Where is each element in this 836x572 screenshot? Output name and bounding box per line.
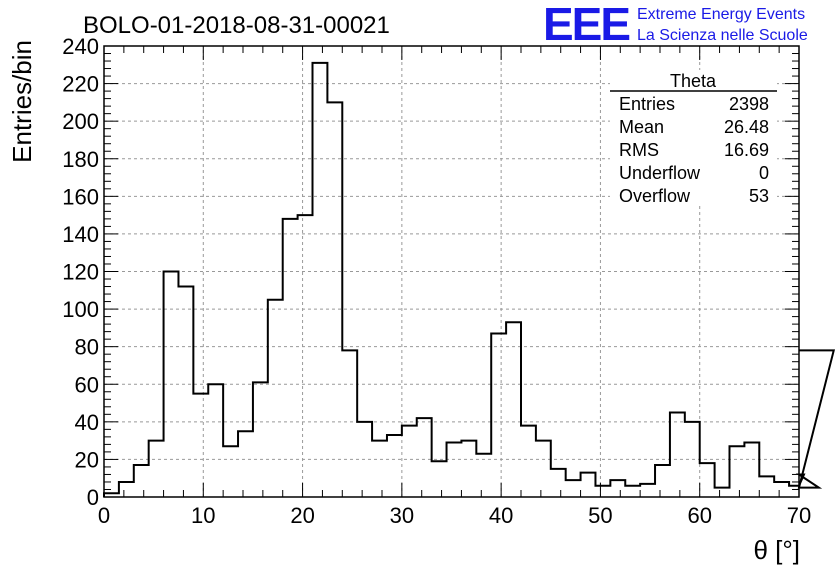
y-tick-label: 40: [75, 410, 99, 435]
histogram-bin: [342, 350, 357, 497]
histogram-bin: [655, 465, 670, 497]
histogram-bin: [253, 382, 268, 497]
histogram-bin: [387, 435, 402, 497]
histogram-bin: [134, 465, 149, 497]
histogram-bin: [506, 322, 521, 497]
stats-rows: Entries 2398 Mean 26.48 RMS 16.69 Underflow 0 Ov…: [619, 94, 769, 206]
y-tick-label: 240: [62, 34, 99, 59]
stats-row-label: RMS: [619, 140, 659, 160]
histogram-bin: [313, 63, 328, 497]
x-tick-label: 40: [489, 503, 513, 528]
stats-row-value: 26.48: [724, 117, 769, 137]
x-tick-label: 70: [787, 503, 811, 528]
y-tick-label: 200: [62, 109, 99, 134]
histogram-bin: [223, 446, 238, 497]
histogram-bin: [178, 287, 193, 497]
y-tick-label: 220: [62, 72, 99, 97]
x-tick-label: 0: [98, 503, 110, 528]
x-axis-label: θ [°]: [753, 535, 800, 565]
stats-row-label: Entries: [619, 94, 675, 114]
histogram-bin: [402, 426, 417, 497]
histogram-bin: [208, 384, 223, 497]
histogram-bin: [521, 426, 536, 497]
y-tick-label: 160: [62, 184, 99, 209]
histogram-series: [103, 61, 836, 497]
histogram-bin: [566, 480, 581, 497]
histogram-bin: [789, 486, 799, 497]
histogram-bin: [595, 486, 610, 497]
histogram-bin: [730, 446, 745, 497]
histogram-bin: [327, 102, 342, 497]
x-tick-label: 50: [588, 503, 612, 528]
histogram-bin: [283, 219, 298, 497]
y-tick-label: 60: [75, 372, 99, 397]
histogram-bin: [119, 482, 134, 497]
histogram-bin: [447, 443, 462, 497]
y-tick-label: 120: [62, 260, 99, 285]
y-tick-label: 140: [62, 222, 99, 247]
stats-row-value: 53: [749, 186, 769, 206]
x-tick-label: 60: [687, 503, 711, 528]
histogram-bin: [536, 441, 551, 497]
histogram-bin: [193, 394, 208, 497]
y-tick-label: 100: [62, 297, 99, 322]
eee-logo-letters: EEE: [543, 0, 629, 50]
stats-row-value: 16.69: [724, 140, 769, 160]
eee-logo: EEE Extreme Energy Events La Scienza nel…: [543, 0, 808, 50]
histogram-bin: [268, 300, 283, 497]
stats-box-bg: [610, 70, 777, 206]
histogram-bin: [581, 473, 596, 497]
histogram-bin: [670, 412, 685, 497]
histogram-bin: [774, 482, 789, 497]
stats-row-label: Underflow: [619, 163, 701, 183]
x-tick-label: 10: [191, 503, 215, 528]
y-tick-label: 180: [62, 147, 99, 172]
histogram-bin: [372, 441, 387, 497]
y-tick-label: 80: [75, 335, 99, 360]
y-tick-label: 0: [87, 485, 99, 510]
x-tick-label: 30: [390, 503, 414, 528]
y-tick-label: 20: [75, 447, 99, 472]
histogram-bin: [700, 463, 715, 497]
logo-line-2: La Scienza nelle Scuole: [637, 27, 808, 44]
histogram-bin: [759, 476, 774, 497]
logo-line-1: Extreme Energy Events: [637, 6, 805, 23]
histogram-bin: [715, 488, 730, 497]
histogram-bin: [417, 418, 432, 497]
axis-ticks: [103, 45, 800, 498]
histogram-bin: [432, 461, 447, 497]
stats-row-label: Overflow: [619, 186, 691, 206]
stats-row-value: 0: [759, 163, 769, 183]
histogram-bin: [744, 443, 759, 497]
histogram-bin: [461, 441, 476, 497]
histogram-bin: [610, 480, 625, 497]
stats-row-label: Mean: [619, 117, 664, 137]
histogram-bin: [625, 486, 640, 497]
histogram-line: [103, 61, 836, 497]
histogram-bin: [640, 484, 655, 497]
stats-title: Theta: [670, 71, 717, 91]
stats-row-value: 2398: [729, 94, 769, 114]
histogram-bin: [491, 334, 506, 497]
y-axis-label: Entries/bin: [7, 40, 37, 163]
histogram-bin: [238, 431, 253, 497]
x-tick-label: 20: [290, 503, 314, 528]
histogram-bin: [476, 454, 491, 497]
stats-box: Theta Entries 2398 Mean 26.48 RMS 16.69 Underf…: [610, 70, 777, 206]
tick-labels: 0 20 40 60 80 100 120 140 160 180 200 220 240 0 10 20 30…: [62, 34, 811, 528]
histogram-bin: [298, 215, 313, 497]
histogram-bin: [149, 441, 164, 497]
histogram-bin: [551, 469, 566, 497]
chart-title: BOLO-01-2018-08-31-00021: [83, 12, 390, 39]
